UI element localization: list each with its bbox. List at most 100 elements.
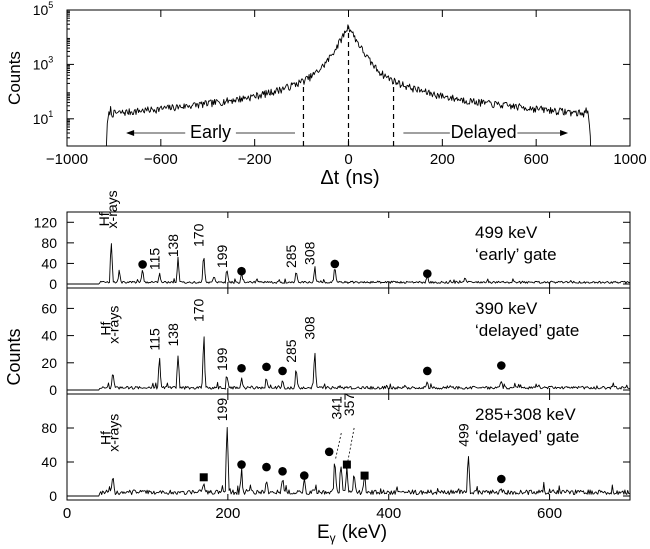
timing-y-tick-base: 10 <box>33 56 49 72</box>
spectra-x-label-unit: (keV) <box>342 522 387 543</box>
gate-energy-label: 285+308 keV <box>475 405 576 424</box>
gate-lines <box>302 26 395 146</box>
peak-label: 499 <box>455 423 471 447</box>
contaminant-circle-marker <box>278 366 287 376</box>
peak-label: 170 <box>191 298 207 322</box>
spectrum-trace <box>67 243 630 285</box>
contaminant-circle-marker <box>262 462 271 472</box>
contaminant-circle-marker <box>278 467 287 476</box>
contaminant-circle-marker <box>423 269 432 279</box>
peak-label: 199 <box>214 244 230 268</box>
peak-label: Hf <box>97 431 113 445</box>
contaminant-circle-marker <box>423 366 432 376</box>
spectrum-y-tick-label: 0 <box>49 382 57 398</box>
timing-x-tick-label: −600 <box>144 151 178 168</box>
energy-x-tick-label: 400 <box>376 505 401 522</box>
peak-label: Hf <box>96 212 112 226</box>
timing-x-tick-label: 200 <box>430 151 455 168</box>
spectra-x-label-sub: γ <box>330 531 336 545</box>
peak-label: 357 <box>341 393 357 417</box>
peak-label: 138 <box>165 323 181 347</box>
spectra-x-label-main: E <box>317 522 330 543</box>
contaminant-circle-marker <box>262 362 271 372</box>
gate-type-label: ‘delayed’ gate <box>475 321 579 340</box>
contaminant-circle-marker <box>237 266 246 276</box>
peak-label: 115 <box>146 328 162 351</box>
timing-x-label-main: Δt <box>320 167 339 189</box>
peak-label: 199 <box>214 347 230 371</box>
timing-x-tick-label: 600 <box>524 151 549 168</box>
spectrum-y-tick-label: 40 <box>41 454 57 470</box>
timing-x-tick-label: 1000 <box>613 151 646 168</box>
timing-x-tick-label: −200 <box>238 151 272 168</box>
timing-y-tick-label: 101 <box>33 109 54 127</box>
peak-label: x-rays <box>104 190 120 228</box>
contaminant-circle-marker <box>324 447 334 457</box>
contaminant-square-marker <box>360 471 369 480</box>
contaminant-circle-marker <box>497 474 506 484</box>
spectrum-y-tick-label: 40 <box>41 255 57 271</box>
peak-leader-line <box>345 427 355 471</box>
timing-y-tick-exponent: 5 <box>48 0 53 10</box>
gate-type-label: ‘early’ gate <box>475 245 557 264</box>
contaminant-circle-marker <box>237 363 246 373</box>
energy-x-tick-label: 0 <box>63 505 71 522</box>
spectrum-y-tick-label: 0 <box>49 488 57 504</box>
contaminant-square-marker <box>199 473 208 482</box>
peak-label: 170 <box>191 223 207 247</box>
peak-leader-line <box>335 433 342 459</box>
peak-label: Hf <box>97 321 113 335</box>
peak-label: 308 <box>302 241 318 265</box>
spectra-y-label: Counts <box>4 328 24 385</box>
contaminant-circle-marker <box>138 260 147 269</box>
spectrum-y-tick-label: 120 <box>34 214 58 230</box>
spectra-x-label: Eγ (keV) <box>317 522 387 545</box>
peak-label: x-rays <box>105 306 121 344</box>
energy-x-tick-label: 200 <box>215 505 240 522</box>
early-arrow-head <box>126 130 135 136</box>
spectrum-y-tick-label: 40 <box>41 328 57 344</box>
gate-energy-label: 390 keV <box>475 299 538 318</box>
timing-x-axis: −1000 −600 −200 0 200 600 1000 <box>46 10 647 168</box>
contaminant-circle-marker <box>299 471 309 480</box>
peak-label: 115 <box>146 248 162 271</box>
delayed-label: Delayed <box>451 122 517 142</box>
spectrum-y-tick-label: 60 <box>41 300 57 316</box>
delayed-arrow-head <box>560 130 569 136</box>
peak-label: 285 <box>283 244 299 268</box>
spectrum-y-tick-label: 20 <box>41 355 57 371</box>
timing-x-tick-label: −1000 <box>46 151 88 168</box>
peak-label: 341 <box>328 396 344 420</box>
timing-x-tick-label: 0 <box>344 151 352 168</box>
timing-annotations: Early Delayed <box>126 122 569 142</box>
timing-x-label-unit: (ns) <box>345 167 379 189</box>
spectrum-y-tick-label: 0 <box>49 276 57 292</box>
energy-x-axis: 0 200 400 600 <box>63 505 562 522</box>
peak-label: 308 <box>302 316 318 340</box>
peak-label: 138 <box>165 234 181 258</box>
contaminant-circle-marker <box>497 361 506 370</box>
early-label: Early <box>190 122 231 142</box>
contaminant-circle-marker <box>237 460 246 469</box>
peak-label: 285 <box>283 339 299 363</box>
energy-x-tick-label: 600 <box>537 505 562 522</box>
timing-y-tick-exponent: 3 <box>48 54 53 64</box>
timing-y-tick-exponent: 1 <box>48 109 53 119</box>
timing-y-tick-base: 10 <box>33 111 49 127</box>
timing-y-label: Counts <box>5 51 24 105</box>
timing-y-tick-base: 10 <box>33 2 49 18</box>
spectrum-plot-frame <box>66 393 631 501</box>
spectrum-trace <box>67 336 630 391</box>
gate-type-label: ‘delayed’ gate <box>475 427 579 446</box>
spectrum-y-tick-label: 80 <box>41 420 57 436</box>
peak-label: 199 <box>214 398 230 422</box>
contaminant-circle-marker <box>330 259 340 269</box>
spectrum-trace <box>67 426 630 497</box>
